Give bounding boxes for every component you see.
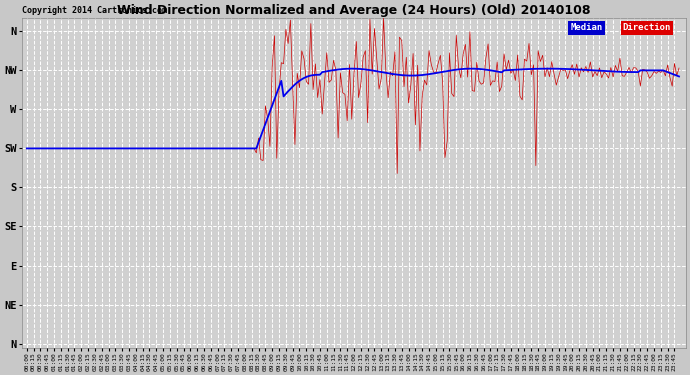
Title: Wind Direction Normalized and Average (24 Hours) (Old) 20140108: Wind Direction Normalized and Average (2… [117, 4, 591, 17]
Text: Copyright 2014 Cartronics.com: Copyright 2014 Cartronics.com [22, 6, 167, 15]
Text: Median: Median [571, 23, 602, 32]
Text: Direction: Direction [623, 23, 671, 32]
